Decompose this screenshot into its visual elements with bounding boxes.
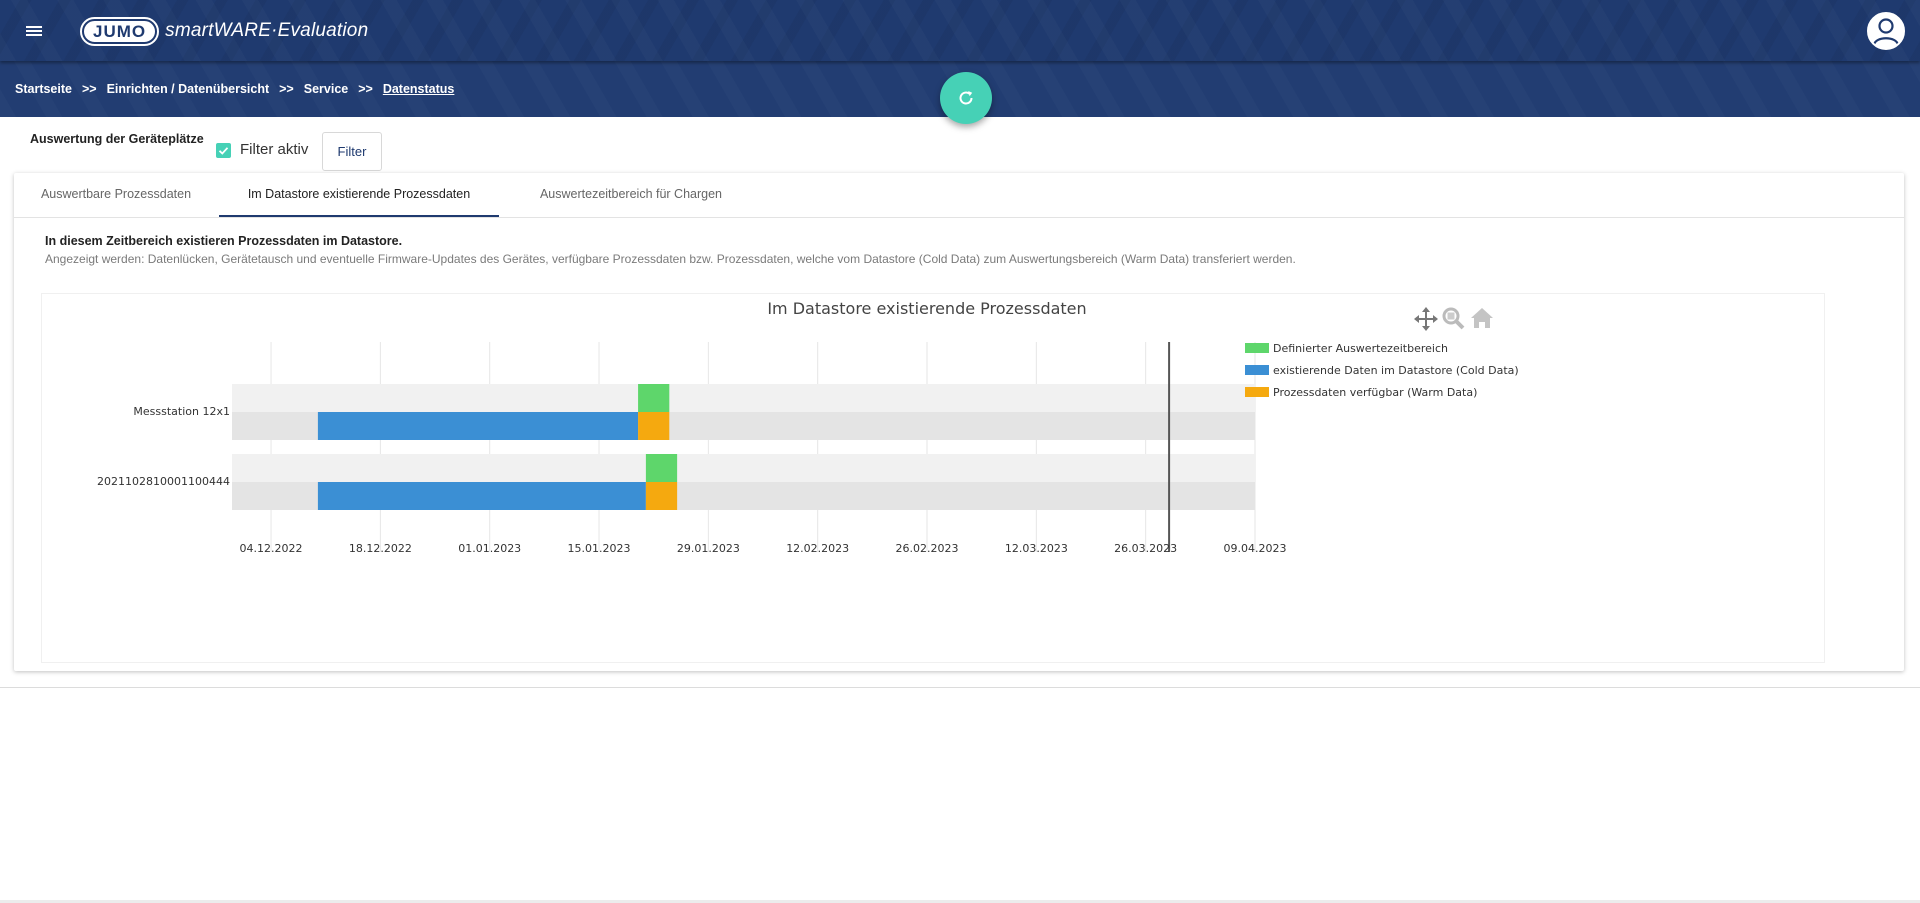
bar-warm-data[interactable] [638, 412, 670, 440]
tab-bar: Auswertbare Prozessdaten Im Datastore ex… [14, 173, 1904, 218]
x-tick-label: 09.04.2023 [1224, 542, 1287, 555]
checkmark-icon [218, 147, 229, 155]
tab-auswertezeitbereich-chargen[interactable]: Auswertezeitbereich für Chargen [539, 187, 723, 201]
legend-label: existierende Daten im Datastore (Cold Da… [1273, 364, 1519, 377]
bar-auswertezeitbereich[interactable] [638, 384, 670, 412]
tab-auswertbare-prozessdaten[interactable]: Auswertbare Prozessdaten [40, 187, 192, 201]
breadcrumb-datenstatus[interactable]: Datenstatus [382, 82, 455, 96]
move-icon[interactable] [1414, 307, 1438, 331]
zoom-icon[interactable] [1442, 307, 1465, 330]
info-title: In diesem Zeitbereich existieren Prozess… [45, 234, 403, 248]
logo-badge: JUMO [79, 16, 160, 46]
app-logo[interactable]: JUMO smartWARE·Evaluation [79, 16, 369, 46]
legend-swatch [1245, 387, 1269, 397]
refresh-icon [959, 91, 973, 105]
breadcrumb-einrichten[interactable]: Einrichten / Datenübersicht [106, 82, 270, 96]
bar-auswertezeitbereich[interactable] [645, 454, 678, 482]
chart-title: Im Datastore existierende Prozessdaten [767, 299, 1086, 318]
x-tick-label: 12.03.2023 [1005, 542, 1068, 555]
legend-label: Definierter Auswertezeitbereich [1273, 342, 1448, 355]
x-tick-label: 15.01.2023 [568, 542, 631, 555]
x-tick-label: 29.01.2023 [677, 542, 740, 555]
x-tick-label: 12.02.2023 [786, 542, 849, 555]
content-card: Auswertbare Prozessdaten Im Datastore ex… [14, 173, 1904, 671]
breadcrumb-separator: >> [81, 82, 97, 96]
divider [0, 687, 1920, 688]
x-tick-label: 26.03.2023 [1114, 542, 1177, 555]
user-avatar-icon[interactable] [1867, 12, 1905, 50]
page-bottom-edge [0, 900, 1920, 903]
x-tick-label: 26.02.2023 [896, 542, 959, 555]
legend-swatch [1245, 343, 1269, 353]
section-label: Auswertung der Geräteplätze [30, 132, 204, 146]
breadcrumb-service[interactable]: Service [303, 82, 349, 96]
filter-checkbox[interactable] [216, 143, 231, 158]
row-label: 2021102810001100444 [97, 475, 230, 488]
hamburger-menu-icon[interactable] [20, 18, 48, 44]
row-background-top [232, 454, 1255, 482]
row-label: Messstation 12x1 [133, 405, 230, 418]
app-header: JUMO smartWARE·Evaluation [0, 0, 1920, 61]
tab-datastore-prozessdaten[interactable]: Im Datastore existierende Prozessdaten [219, 173, 499, 217]
refresh-button[interactable] [940, 72, 992, 124]
bar-cold-data[interactable] [317, 412, 639, 440]
breadcrumb-startseite[interactable]: Startseite [15, 82, 72, 96]
filter-button[interactable]: Filter [322, 132, 382, 171]
bar-cold-data[interactable] [317, 482, 646, 510]
logo-text: smartWARE·Evaluation [165, 20, 369, 41]
breadcrumb-separator: >> [279, 82, 294, 96]
breadcrumb: Startseite >> Einrichten / Datenübersich… [15, 82, 454, 96]
legend-swatch [1245, 365, 1269, 375]
info-description: Angezeigt werden: Datenlücken, Gerätetau… [45, 252, 1296, 266]
breadcrumb-separator: >> [358, 82, 373, 96]
x-tick-label: 18.12.2022 [349, 542, 412, 555]
row-background-top [232, 384, 1255, 412]
gantt-chart-svg: Im Datastore existierende Prozessdaten Me… [97, 299, 1519, 555]
home-icon[interactable] [1471, 308, 1493, 328]
gantt-chart: Im Datastore existierende Prozessdaten Me… [41, 293, 1825, 663]
x-tick-label: 04.12.2022 [240, 542, 303, 555]
bar-warm-data[interactable] [645, 482, 678, 510]
x-tick-label: 01.01.2023 [458, 542, 521, 555]
legend-label: Prozessdaten verfügbar (Warm Data) [1273, 386, 1477, 399]
filter-checkbox-label[interactable]: Filter aktiv [240, 141, 309, 158]
